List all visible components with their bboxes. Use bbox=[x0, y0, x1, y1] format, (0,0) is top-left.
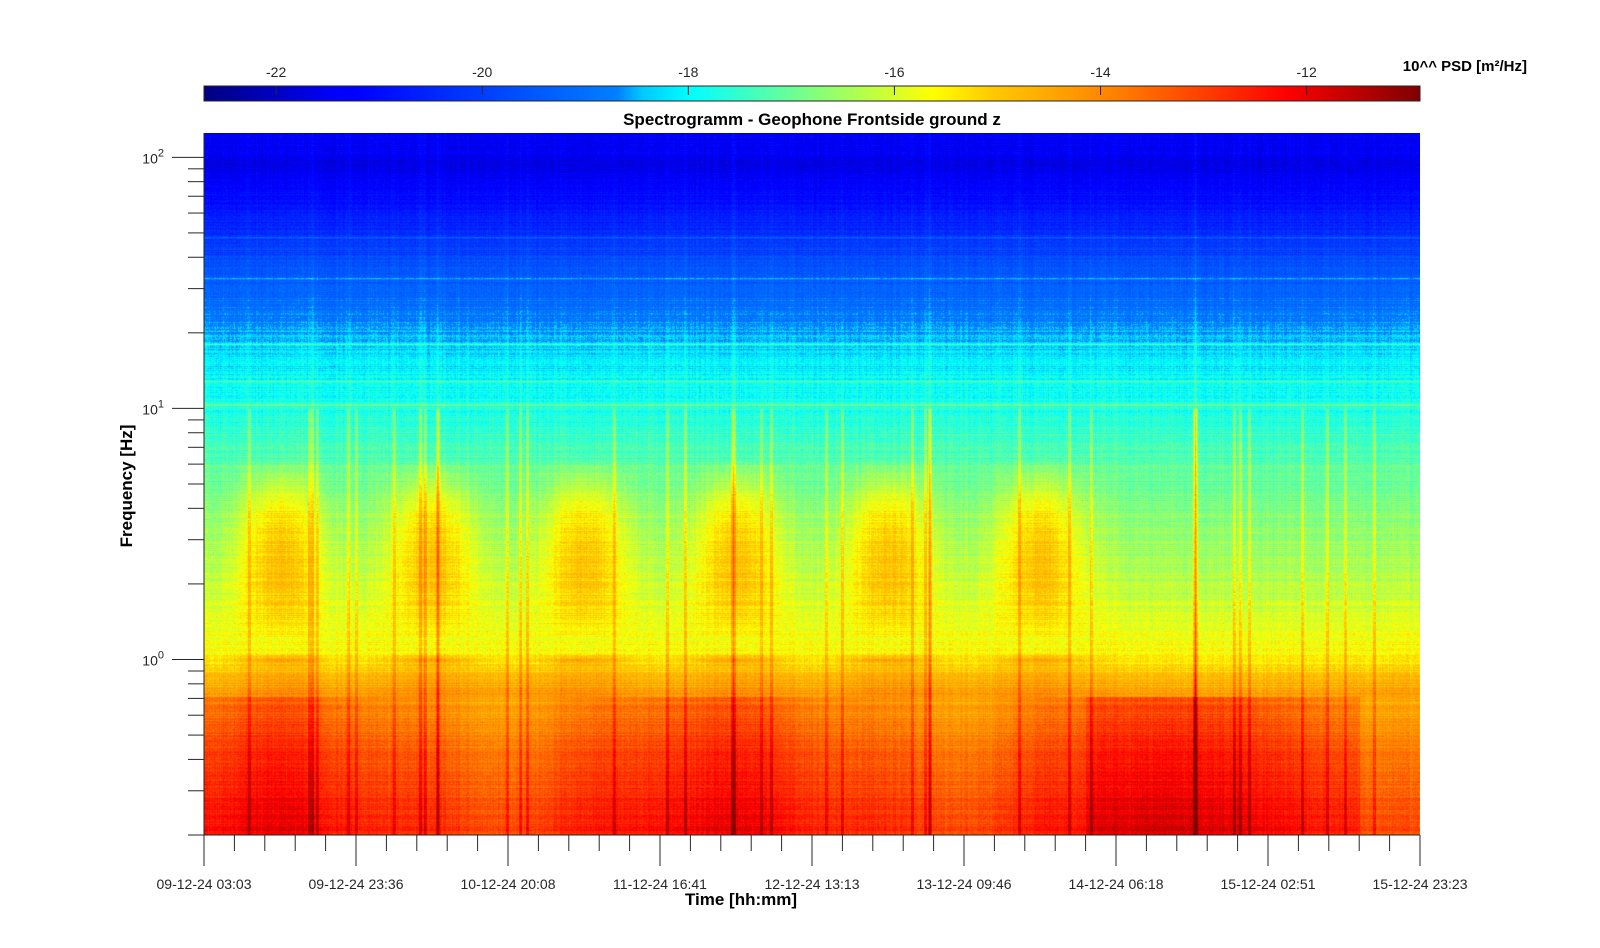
colorbar-tick-label: -22 bbox=[266, 64, 286, 80]
y-tick-label: 100 bbox=[142, 650, 164, 669]
x-tick-label: 11-12-24 16:41 bbox=[613, 876, 707, 892]
spectrogram-heatmap bbox=[204, 133, 1420, 835]
y-tick-label: 101 bbox=[142, 398, 164, 417]
colorbar-tick-label: -18 bbox=[678, 64, 698, 80]
colorbar-label: 10^^ PSD [m²/Hz] bbox=[1403, 58, 1527, 75]
x-tick-label: 09-12-24 03:03 bbox=[157, 876, 252, 892]
colorbar-tick-label: -16 bbox=[884, 64, 904, 80]
x-tick-label: 12-12-24 13:13 bbox=[765, 876, 860, 892]
y-tick-label: 102 bbox=[142, 147, 164, 166]
x-tick-label: 15-12-24 23:23 bbox=[1373, 876, 1468, 892]
colorbar-tick-label: -20 bbox=[472, 64, 492, 80]
colorbar-tick-label: -14 bbox=[1090, 64, 1110, 80]
plot-title: Spectrogramm - Geophone Frontside ground… bbox=[623, 110, 1001, 129]
x-axis: 09-12-24 03:03 09-12-24 23:36 10-12-24 20:… bbox=[157, 834, 1468, 909]
x-ticks: 09-12-24 03:03 09-12-24 23:36 10-12-24 20:… bbox=[157, 835, 1468, 892]
x-tick-label: 09-12-24 23:36 bbox=[309, 876, 404, 892]
x-tick-label: 15-12-24 02:51 bbox=[1221, 876, 1316, 892]
y-axis-label: Frequency [Hz] bbox=[117, 425, 136, 548]
y-ticks: 100 101 102 bbox=[142, 147, 204, 836]
spectrogram-image-wrapper bbox=[204, 133, 1420, 835]
x-tick-label: 10-12-24 20:08 bbox=[461, 876, 556, 892]
colorbar: -22 -20 -18 -16 -14 -12 10^^ PSD [m²/Hz] bbox=[203, 58, 1527, 102]
colorbar-tick-label: -12 bbox=[1297, 64, 1317, 80]
x-tick-label: 13-12-24 09:46 bbox=[917, 876, 1012, 892]
x-tick-label: 14-12-24 06:18 bbox=[1069, 876, 1164, 892]
spectrogram-plot-area bbox=[204, 133, 1420, 835]
colorbar-ticks: -22 -20 -18 -16 -14 -12 bbox=[266, 64, 1317, 95]
x-axis-label: Time [hh:mm] bbox=[685, 890, 797, 909]
y-axis: 100 101 102 Frequency [Hz] bbox=[117, 133, 205, 836]
colorbar-gradient bbox=[203, 85, 1421, 102]
